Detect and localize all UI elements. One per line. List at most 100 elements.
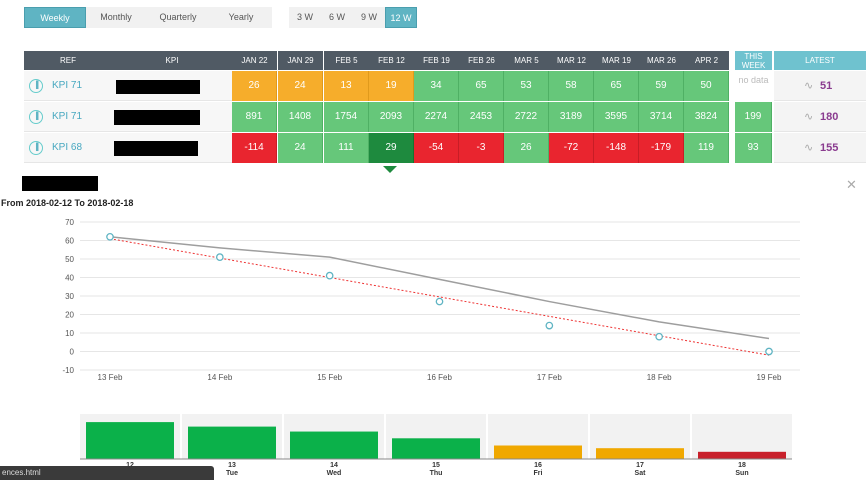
value-cell[interactable]: 2093 <box>369 102 414 132</box>
value-cell[interactable]: -72 <box>549 133 594 163</box>
day-bar[interactable] <box>290 431 378 459</box>
header-week[interactable]: FEB 19 <box>414 51 459 70</box>
kpi-ref-link[interactable]: KPI 71 <box>52 111 83 122</box>
value-cell[interactable]: 2722 <box>504 102 549 132</box>
redacted-kpi-name <box>114 141 198 156</box>
value-cell[interactable]: 53 <box>504 71 549 101</box>
latest-cell: ∿ 51 <box>774 71 866 101</box>
close-icon[interactable]: ✕ <box>846 177 857 192</box>
bar-day-label: Thu <box>430 470 443 477</box>
tab-3w[interactable]: 3 W <box>296 12 313 22</box>
selected-week-pointer <box>383 166 397 173</box>
header-week[interactable]: MAR 12 <box>549 51 594 70</box>
value-cell[interactable]: -54 <box>414 133 459 163</box>
sparkline-icon: ∿ <box>804 111 814 123</box>
bar-day-label: Fri <box>534 470 543 477</box>
value-cell[interactable]: 50 <box>684 71 729 101</box>
value-cell[interactable]: 26 <box>504 133 549 163</box>
day-bar[interactable] <box>392 438 480 459</box>
ref-cell[interactable]: ▐ KPI 71 <box>24 71 112 101</box>
tab-weekly[interactable]: Weekly <box>24 7 86 28</box>
status-bar: ences.html <box>0 466 214 480</box>
tab-6w[interactable]: 6 W <box>328 12 345 22</box>
value-cell[interactable]: 2274 <box>414 102 459 132</box>
data-point[interactable] <box>545 321 554 330</box>
day-bar[interactable] <box>596 448 684 459</box>
day-bar[interactable] <box>698 451 786 459</box>
value-cell[interactable]: 3189 <box>549 102 594 132</box>
header-week[interactable]: APR 2 <box>684 51 729 70</box>
value-cell[interactable]: 2453 <box>459 102 504 132</box>
this-week-cell: 93 <box>735 133 772 163</box>
y-tick-label: 40 <box>65 274 74 283</box>
header-week[interactable]: MAR 5 <box>504 51 549 70</box>
value-cell[interactable]: 3595 <box>594 102 639 132</box>
value-cell[interactable]: -148 <box>594 133 639 163</box>
chart-bars-icon: ▐ <box>29 141 43 155</box>
table-row: ▐ KPI 71 891 1408 1754 2093 2274 2453 2722 3189 35… <box>24 102 866 133</box>
value-cell[interactable]: 65 <box>594 71 639 101</box>
value-cell[interactable]: 58 <box>549 71 594 101</box>
value-cell[interactable]: 59 <box>639 71 684 101</box>
ref-cell[interactable]: ▐ KPI 71 <box>24 102 112 132</box>
table-row: ▐ KPI 71 26 24 13 19 34 65 53 58 65 59 50 no data ∿ 51 <box>24 71 866 102</box>
kpi-name-cell <box>112 133 232 163</box>
data-point[interactable] <box>106 232 114 241</box>
header-week[interactable]: MAR 26 <box>639 51 684 70</box>
header-this-week: THIS WEEK <box>735 51 772 70</box>
tab-yearly[interactable]: Yearly <box>228 12 254 22</box>
day-bar[interactable] <box>188 426 276 459</box>
day-bar[interactable] <box>494 445 582 460</box>
header-week[interactable]: FEB 26 <box>459 51 504 70</box>
tab-monthly[interactable]: Monthly <box>100 12 132 22</box>
header-latest: LATEST <box>774 51 866 70</box>
bar-date-label: 17 <box>636 462 644 469</box>
value-cell[interactable]: 24 <box>278 71 323 101</box>
value-cell[interactable]: 19 <box>369 71 414 101</box>
value-cell[interactable]: 26 <box>232 71 277 101</box>
value-cell[interactable]: 13 <box>324 71 369 101</box>
value-cell[interactable]: 3824 <box>684 102 729 132</box>
tab-9w[interactable]: 9 W <box>360 12 377 22</box>
value-cell[interactable]: 65 <box>459 71 504 101</box>
data-point[interactable] <box>655 332 664 341</box>
kpi-ref-link[interactable]: KPI 71 <box>52 80 83 91</box>
tab-quarterly[interactable]: Quarterly <box>159 12 197 22</box>
data-point[interactable] <box>215 253 224 262</box>
this-week-cell: 199 <box>735 102 772 132</box>
x-tick-label: 19 Feb <box>757 373 782 382</box>
chart-bars-icon: ▐ <box>29 110 43 124</box>
header-week[interactable]: FEB 5 <box>324 51 369 70</box>
value-cell[interactable]: -179 <box>639 133 684 163</box>
value-cell[interactable]: 24 <box>278 133 323 163</box>
day-bar[interactable] <box>86 422 174 459</box>
data-point[interactable] <box>435 297 444 306</box>
value-cell[interactable]: 34 <box>414 71 459 101</box>
value-cell[interactable]: 891 <box>232 102 277 132</box>
value-cell[interactable]: -3 <box>459 133 504 163</box>
value-cell[interactable]: 3714 <box>639 102 684 132</box>
kpi-ref-link[interactable]: KPI 68 <box>52 142 83 153</box>
period-tabs: Weekly Monthly Quarterly Yearly <box>24 7 272 28</box>
ref-cell[interactable]: ▐ KPI 68 <box>24 133 112 163</box>
header-week[interactable]: JAN 29 <box>278 51 323 70</box>
value-cell[interactable]: 111 <box>324 133 369 163</box>
week-range-tabs: 3 W 6 W 9 W 12 W <box>289 7 417 28</box>
value-cell[interactable]: 29 <box>369 133 414 163</box>
sparkline-icon: ∿ <box>804 142 814 154</box>
y-tick-label: -10 <box>62 366 74 375</box>
data-point[interactable] <box>325 271 334 280</box>
header-week[interactable]: MAR 19 <box>594 51 639 70</box>
tab-12w[interactable]: 12 W <box>385 7 417 28</box>
value-cell[interactable]: -114 <box>232 133 277 163</box>
x-tick-label: 15 Feb <box>317 373 342 382</box>
kpi-name-cell <box>112 71 232 101</box>
bar-day-label: Sun <box>735 470 748 477</box>
value-cell[interactable]: 119 <box>684 133 729 163</box>
data-point[interactable] <box>765 347 773 356</box>
header-week[interactable]: JAN 22 <box>232 51 277 70</box>
value-cell[interactable]: 1408 <box>278 102 323 132</box>
header-week[interactable]: FEB 12 <box>369 51 414 70</box>
value-cell[interactable]: 1754 <box>324 102 369 132</box>
